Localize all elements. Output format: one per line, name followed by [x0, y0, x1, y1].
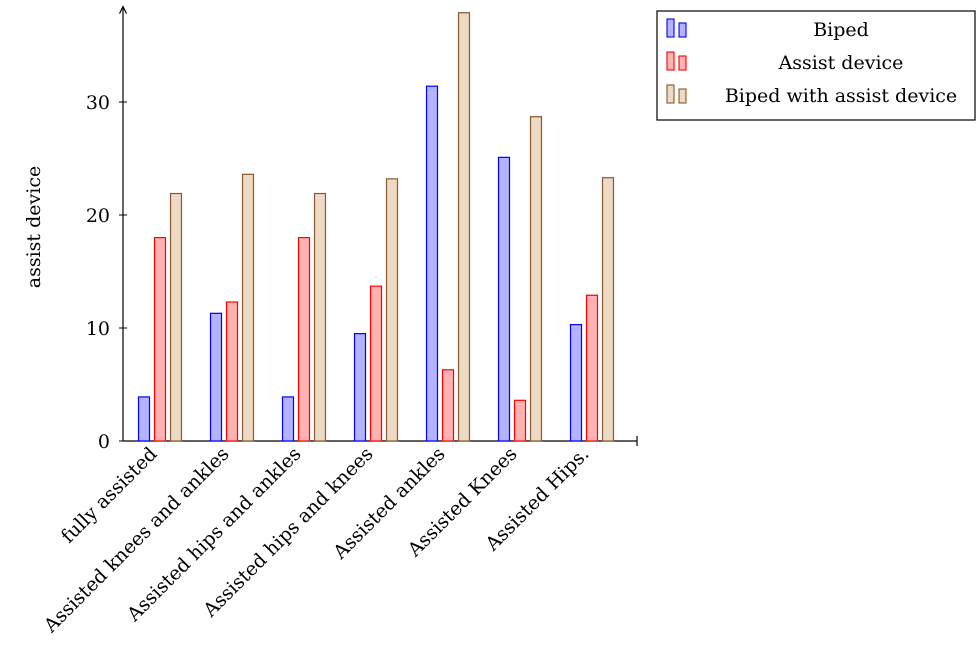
y-axis-label: assist device [23, 166, 45, 288]
bar-biped-with-assist-device-7 [601, 177, 615, 442]
bar-biped-3 [281, 396, 295, 442]
legend: Biped Assist device Biped with assist devi… [656, 10, 976, 121]
legend-swatch-biped [678, 22, 687, 38]
legend-label-biped: Biped [813, 19, 869, 41]
bar-biped-5 [425, 85, 439, 442]
bar-biped-with-assist-device-5 [457, 12, 471, 442]
bar-biped-with-assist-device-1 [169, 192, 183, 442]
legend-swatch-assist-device [666, 51, 675, 71]
legend-box [656, 10, 976, 121]
bar-biped-with-assist-device-3 [313, 192, 327, 442]
bar-biped-1 [137, 396, 151, 442]
y-ticks: 0 10 20 30 [86, 92, 127, 453]
legend-label-assist-device: Assist device [778, 52, 904, 74]
bars [137, 12, 615, 442]
bar-assist-device-4 [369, 285, 383, 442]
bar-assist-device-7 [585, 294, 599, 442]
y-tick-label: 10 [86, 318, 110, 340]
legend-swatch-biped [666, 18, 675, 38]
bar-biped-2 [209, 312, 223, 442]
bar-assist-device-3 [297, 237, 311, 442]
bar-biped-7 [569, 324, 583, 442]
bar-biped-with-assist-device-2 [241, 173, 255, 442]
bar-assist-device-5 [441, 369, 455, 442]
bar-biped-4 [353, 333, 367, 442]
bar-biped-with-assist-device-6 [529, 116, 543, 442]
bar-biped-6 [497, 156, 511, 442]
bar-biped-with-assist-device-4 [385, 178, 399, 442]
legend-swatch-assist-device [678, 55, 687, 71]
y-tick-label: 20 [86, 205, 110, 227]
bar-assist-device-2 [225, 301, 239, 442]
y-tick-label: 30 [86, 92, 110, 114]
y-tick-label: 0 [98, 431, 110, 453]
bar-assist-device-6 [513, 399, 527, 442]
bar-assist-device-1 [153, 237, 167, 442]
legend-swatch-biped-with-assist-device [666, 84, 675, 104]
y-axis-arrow [118, 5, 128, 14]
legend-label-biped-with-assist-device: Biped with assist device [725, 85, 957, 107]
legend-swatch-biped-with-assist-device [678, 88, 687, 104]
